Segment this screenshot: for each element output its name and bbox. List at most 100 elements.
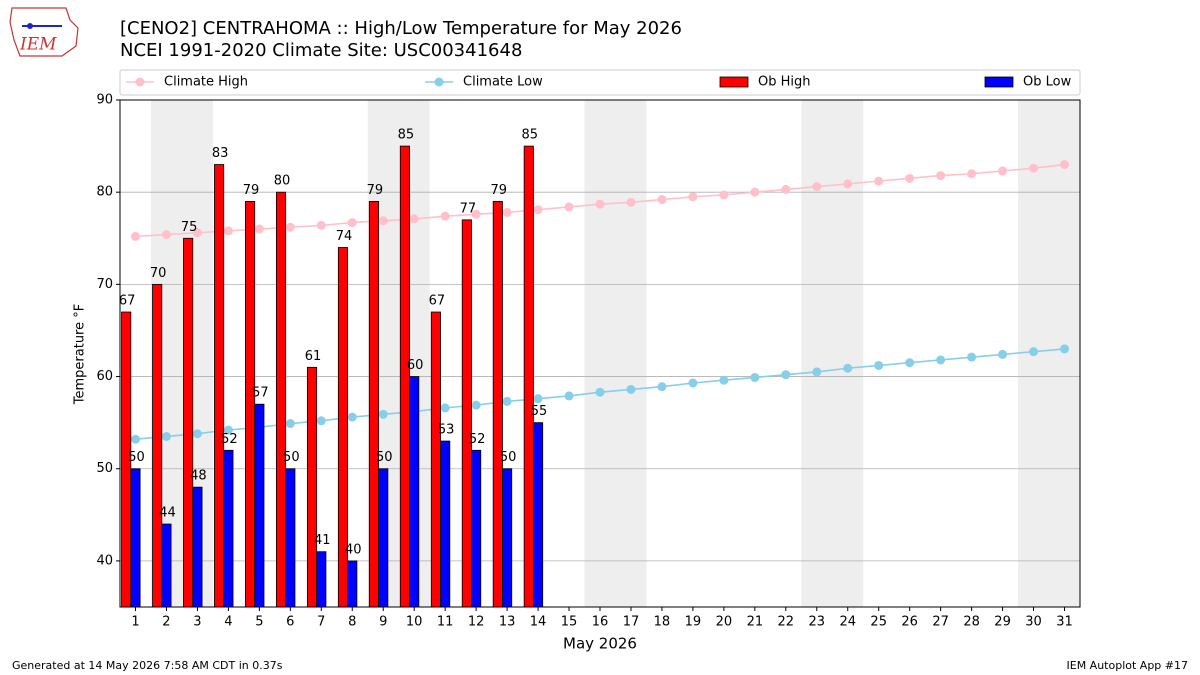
x-tick-label: 7: [317, 615, 325, 630]
x-tick-label: 18: [654, 615, 671, 630]
climate-point: [316, 220, 326, 230]
logo: IEM: [9, 7, 79, 57]
climate-point: [688, 378, 698, 388]
climate-point: [223, 425, 233, 435]
x-tick-label: 1: [131, 615, 139, 630]
climate-point: [843, 179, 853, 189]
bar: [223, 449, 234, 608]
bar: [523, 145, 534, 608]
bar-value-label: 50: [376, 450, 393, 465]
climate-point: [1029, 347, 1039, 357]
weekend-band: [584, 100, 647, 607]
climate-point: [254, 224, 264, 234]
climate-point: [564, 202, 574, 212]
weekend-band: [1018, 100, 1080, 607]
legend-label: Ob High: [758, 75, 811, 90]
climate-point: [564, 391, 574, 401]
bar-value-label: 83: [212, 146, 229, 161]
bar: [347, 560, 358, 608]
climate-point: [750, 187, 760, 197]
chart-title: [CENO2] CENTRAHOMA :: High/Low Temperatu…: [120, 18, 682, 39]
climate-point: [626, 384, 636, 394]
climate-point: [378, 409, 388, 419]
bar-value-label: 60: [407, 358, 424, 373]
climate-point: [130, 231, 140, 241]
bar-value-label: 74: [336, 229, 353, 244]
y-tick-label: 50: [96, 461, 113, 476]
bar: [430, 311, 441, 608]
climate-point: [936, 171, 946, 181]
climate-point: [719, 190, 729, 200]
climate-point: [595, 387, 605, 397]
x-tick-label: 21: [747, 615, 764, 630]
y-tick-label: 40: [96, 553, 113, 568]
bar: [161, 523, 172, 608]
climate-point: [812, 182, 822, 192]
bar-value-label: 85: [398, 128, 415, 143]
climate-point: [967, 169, 977, 179]
climate-point: [595, 199, 605, 209]
x-tick-label: 2: [162, 615, 170, 630]
bar-value-label: 50: [283, 450, 300, 465]
x-tick-label: 23: [809, 615, 826, 630]
chart-subtitle: NCEI 1991-2020 Climate Site: USC00341648: [120, 40, 522, 61]
x-tick-label: 4: [224, 615, 232, 630]
bar-value-label: 52: [221, 432, 238, 447]
climate-point: [998, 349, 1008, 359]
bar: [316, 551, 327, 608]
bar: [409, 376, 420, 608]
weekend-band: [801, 100, 864, 607]
bar: [492, 200, 503, 608]
bar: [245, 200, 256, 608]
climate-point: [657, 382, 667, 392]
climate-point: [812, 367, 822, 377]
climate-point: [874, 176, 884, 186]
bar-value-label: 67: [429, 294, 446, 309]
bar: [275, 191, 287, 608]
climate-point: [936, 355, 946, 365]
climate-point: [533, 205, 543, 215]
bar: [368, 200, 379, 608]
x-axis-label: May 2026: [563, 635, 637, 653]
logo-text: IEM: [19, 35, 57, 55]
climate-point: [781, 370, 791, 380]
bar-value-label: 85: [522, 128, 539, 143]
bar: [440, 440, 451, 608]
climate-point: [874, 360, 884, 370]
climate-point: [161, 230, 171, 240]
plot-frame: [119, 99, 1081, 608]
climate-point: [1060, 344, 1070, 354]
x-tick-label: 20: [716, 615, 733, 630]
bar-value-label: 44: [159, 506, 176, 521]
x-tick-label: 24: [839, 615, 856, 630]
climate-point: [1029, 163, 1039, 173]
x-tick-label: 27: [932, 615, 949, 630]
bar-value-label: 48: [190, 469, 207, 484]
climate-point: [843, 363, 853, 373]
bar: [183, 237, 194, 608]
climate-point: [130, 434, 140, 444]
x-tick-label: 26: [901, 615, 918, 630]
bar-value-label: 55: [531, 404, 548, 419]
legend-label: Climate Low: [463, 75, 543, 90]
climate-point: [440, 403, 450, 413]
climate-point: [688, 192, 698, 202]
bar-value-label: 50: [128, 450, 145, 465]
x-tick-label: 19: [685, 615, 702, 630]
climate-point: [192, 429, 202, 439]
footer-left: Generated at 14 May 2026 7:58 AM CDT in …: [12, 659, 283, 672]
bar: [192, 486, 203, 608]
x-tick-label: 31: [1056, 615, 1073, 630]
y-tick-label: 80: [96, 185, 113, 200]
climate-point: [905, 173, 915, 183]
legend-box: [119, 69, 1081, 96]
x-tick-label: 9: [379, 615, 387, 630]
x-tick-label: 22: [778, 615, 795, 630]
legend-swatch: [719, 76, 749, 88]
x-tick-label: 12: [468, 615, 485, 630]
climate-point: [378, 216, 388, 226]
bar: [285, 468, 296, 608]
climate-point: [750, 372, 760, 382]
x-tick-label: 6: [286, 615, 294, 630]
climate-point: [409, 214, 419, 224]
